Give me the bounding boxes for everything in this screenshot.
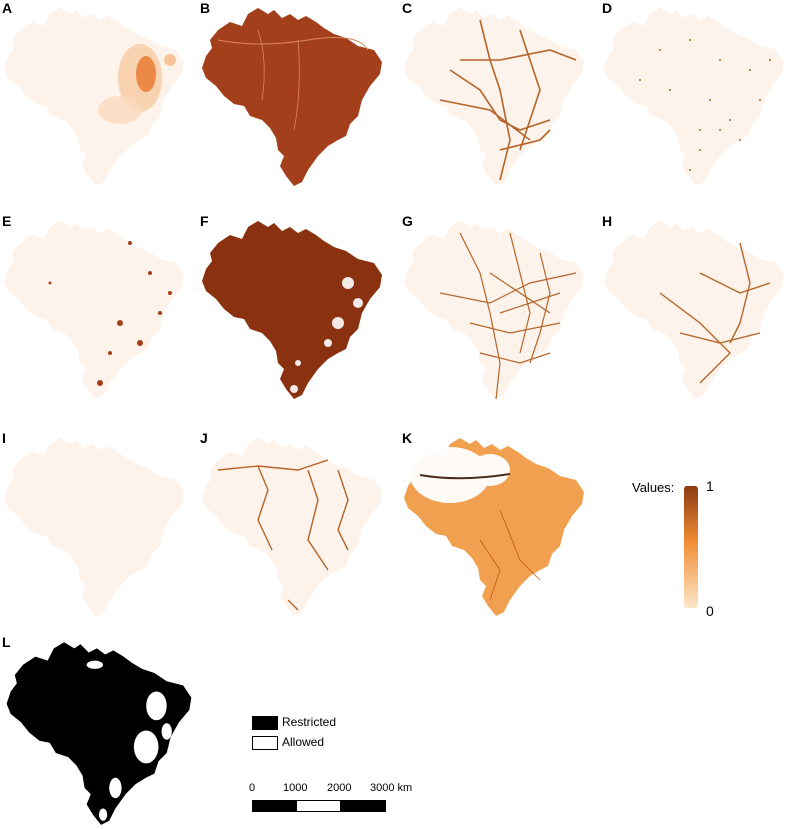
restricted-label: Restricted	[282, 715, 337, 729]
panel-label: J	[200, 430, 208, 446]
map-panel-i: I	[0, 430, 190, 620]
legend-gradient	[684, 486, 698, 608]
map-panel-j: J	[198, 430, 388, 620]
panel-label: I	[2, 430, 6, 446]
legend-min-value: 0	[706, 603, 714, 619]
scale-label-2000: 2000	[327, 782, 352, 794]
map-panel-g: G	[400, 213, 590, 403]
map-panel-l: L	[0, 634, 200, 825]
panel-label: C	[402, 0, 413, 16]
map-panel-e: E	[0, 213, 190, 403]
panel-label: A	[2, 0, 13, 16]
panel-label: G	[402, 213, 413, 229]
panel-label: F	[200, 213, 209, 229]
panel-label: E	[2, 213, 12, 229]
scale-label-1000: 1000	[283, 782, 308, 794]
scale-label-0: 0	[249, 782, 256, 794]
legend-title: Values:	[632, 480, 675, 495]
scale-bar-segment-1	[252, 800, 298, 812]
panel-label: D	[602, 0, 613, 16]
allowed-label: Allowed	[282, 735, 325, 749]
panel-label: L	[2, 634, 11, 650]
scale-bar-segment-3	[340, 800, 386, 812]
map-panel-c: C	[400, 0, 590, 190]
map-panel-a: A	[0, 0, 190, 190]
legend-max-value: 1	[706, 478, 714, 494]
scale-bar-segment-2	[296, 800, 342, 812]
map-panel-f: F	[198, 213, 388, 403]
restricted-swatch	[252, 716, 278, 730]
allowed-swatch	[252, 736, 278, 750]
scale-label-3000: 3000 km	[370, 782, 413, 794]
map-panel-d: D	[600, 0, 790, 190]
panel-label: B	[200, 0, 211, 16]
panel-label: K	[402, 430, 413, 446]
map-panel-h: H	[600, 213, 790, 403]
panel-label: H	[602, 213, 613, 229]
map-panel-k: K	[400, 430, 590, 620]
map-panel-b: B	[198, 0, 388, 190]
